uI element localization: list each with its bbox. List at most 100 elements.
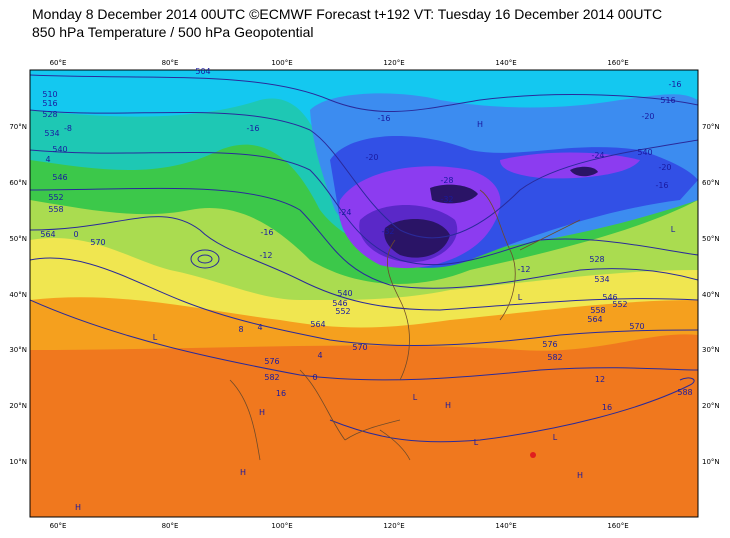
contour-label: 540 bbox=[337, 289, 352, 298]
lat-label: 60°N bbox=[9, 179, 27, 187]
pressure-mark: H bbox=[445, 401, 451, 410]
contour-label: 582 bbox=[264, 373, 279, 382]
contour-label: 546 bbox=[332, 299, 347, 308]
title: Monday 8 December 2014 00UTC ©ECMWF Fore… bbox=[32, 6, 663, 22]
contour-label: 16 bbox=[276, 389, 286, 398]
contour-label: 534 bbox=[44, 129, 59, 138]
lon-label: 60°E bbox=[50, 59, 67, 67]
pressure-mark: H bbox=[259, 408, 265, 417]
lat-label: 50°N bbox=[702, 235, 720, 243]
map-frame bbox=[29, 69, 699, 518]
contour-label: 552 bbox=[612, 300, 627, 309]
contour-label: 528 bbox=[589, 255, 604, 264]
pressure-mark: L bbox=[474, 438, 479, 447]
contour-label: -16 bbox=[377, 114, 390, 123]
pressure-mark: H bbox=[477, 120, 483, 129]
lat-label: 10°N bbox=[702, 458, 720, 466]
pressure-mark: L bbox=[671, 225, 676, 234]
contour-label: 558 bbox=[48, 205, 63, 214]
contour-label: 570 bbox=[90, 238, 105, 247]
contour-label: 564 bbox=[310, 320, 325, 329]
lon-label: 80°E bbox=[162, 522, 179, 530]
pressure-mark: H bbox=[577, 471, 583, 480]
contour-label: -20 bbox=[365, 153, 378, 162]
lon-label: 100°E bbox=[271, 59, 292, 67]
contour-label: 4 bbox=[45, 155, 50, 164]
contour-label: -24 bbox=[338, 208, 351, 217]
contour-label: -8 bbox=[64, 124, 72, 133]
lon-label: 120°E bbox=[383, 522, 404, 530]
subtitle: 850 hPa Temperature / 500 hPa Geopotenti… bbox=[32, 24, 314, 40]
pressure-mark: L bbox=[153, 333, 158, 342]
contour-label: 564 bbox=[40, 230, 55, 239]
contour-label: -28 bbox=[440, 176, 453, 185]
lat-label: 70°N bbox=[9, 123, 27, 131]
pressure-mark: H bbox=[75, 503, 81, 512]
contour-label: 516 bbox=[42, 99, 57, 108]
pressure-mark: H bbox=[240, 468, 246, 477]
contour-label: 552 bbox=[48, 193, 63, 202]
contour-label: 576 bbox=[542, 340, 557, 349]
lat-label: 60°N bbox=[702, 179, 720, 187]
contour-label: -20 bbox=[658, 163, 671, 172]
contour-label: -32 bbox=[440, 195, 453, 204]
contour-label: 4 bbox=[257, 323, 262, 332]
lat-label: 20°N bbox=[702, 402, 720, 410]
lon-label: 140°E bbox=[495, 522, 516, 530]
contour-label: 546 bbox=[52, 173, 67, 182]
pressure-mark: L bbox=[413, 393, 418, 402]
contour-label: 534 bbox=[594, 275, 609, 284]
contour-label: -24 bbox=[591, 151, 604, 160]
lon-label: 120°E bbox=[383, 59, 404, 67]
contour-label: 8 bbox=[238, 325, 243, 334]
contour-label: 558 bbox=[590, 306, 605, 315]
contour-label: 510 bbox=[42, 90, 57, 99]
contour-label: 16 bbox=[602, 403, 612, 412]
lat-label: 40°N bbox=[702, 291, 720, 299]
contour-label: -16 bbox=[260, 228, 273, 237]
contour-label: -16 bbox=[668, 80, 681, 89]
contour-label: 540 bbox=[52, 145, 67, 154]
contour-label: -20 bbox=[641, 112, 654, 121]
contour-label: 582 bbox=[547, 353, 562, 362]
coastlines bbox=[229, 189, 581, 461]
contour-label: 588 bbox=[677, 388, 692, 397]
contour-label: -12 bbox=[259, 251, 272, 260]
lon-label: 80°E bbox=[162, 59, 179, 67]
contour-label: 0 bbox=[73, 230, 78, 239]
lat-label: 30°N bbox=[9, 346, 27, 354]
contour-label: 540 bbox=[637, 148, 652, 157]
lat-label: 20°N bbox=[9, 402, 27, 410]
lat-label: 70°N bbox=[702, 123, 720, 131]
geopotential-contours bbox=[30, 74, 698, 443]
contour-label: 528 bbox=[42, 110, 57, 119]
lat-label: 30°N bbox=[702, 346, 720, 354]
contour-label: 564 bbox=[587, 315, 602, 324]
lon-label: 160°E bbox=[607, 59, 628, 67]
contour-label: 0 bbox=[312, 373, 317, 382]
lon-label: 160°E bbox=[607, 522, 628, 530]
lon-label: 140°E bbox=[495, 59, 516, 67]
contour-label: 546 bbox=[602, 293, 617, 302]
pressure-mark: L bbox=[518, 293, 523, 302]
temperature-field bbox=[30, 70, 698, 517]
contour-label: 552 bbox=[335, 307, 350, 316]
contour-label: 504 bbox=[195, 67, 210, 76]
lon-label: 60°E bbox=[50, 522, 67, 530]
lat-label: 50°N bbox=[9, 235, 27, 243]
contour-label: -12 bbox=[517, 265, 530, 274]
lat-label: 10°N bbox=[9, 458, 27, 466]
contour-label: 12 bbox=[595, 375, 605, 384]
contour-label: 570 bbox=[352, 343, 367, 352]
lat-label: 40°N bbox=[9, 291, 27, 299]
contour-label: 516 bbox=[660, 96, 675, 105]
contour-label: -16 bbox=[246, 124, 259, 133]
pressure-mark: L bbox=[553, 433, 558, 442]
lon-label: 100°E bbox=[271, 522, 292, 530]
contour-label: 576 bbox=[264, 357, 279, 366]
contour-label: -16 bbox=[655, 181, 668, 190]
contour-label: 4 bbox=[317, 351, 322, 360]
contour-label: 570 bbox=[629, 322, 644, 331]
